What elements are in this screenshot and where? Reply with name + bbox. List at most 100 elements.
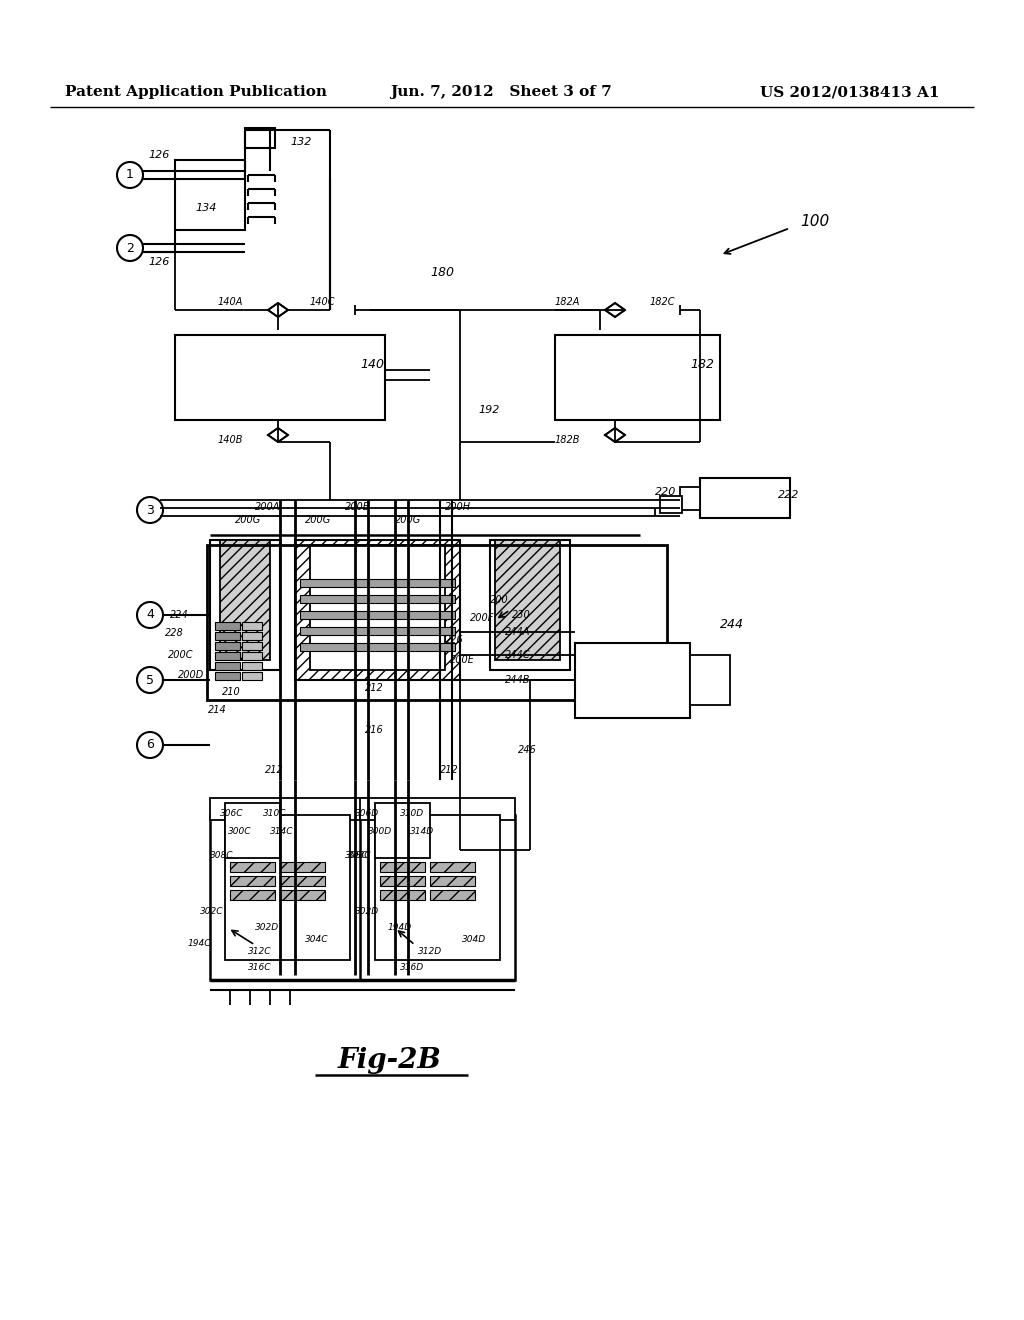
Bar	[575, 643, 690, 718]
Bar	[360, 799, 515, 820]
Text: 300C: 300C	[228, 828, 252, 837]
Bar	[175, 160, 245, 230]
Text: 300D: 300D	[368, 828, 392, 837]
Bar	[310, 545, 445, 671]
Text: 200H: 200H	[445, 502, 471, 512]
Text: 246: 246	[518, 744, 537, 755]
Bar	[215, 622, 240, 630]
Bar	[215, 632, 240, 640]
Text: 244: 244	[720, 619, 744, 631]
Bar	[225, 814, 350, 960]
Text: 222: 222	[778, 490, 800, 500]
Bar	[242, 632, 262, 640]
Bar	[215, 663, 240, 671]
Text: 200: 200	[490, 595, 509, 605]
Text: 212: 212	[365, 682, 384, 693]
Bar	[300, 595, 455, 603]
Text: 302D: 302D	[355, 908, 379, 916]
Text: 308C: 308C	[210, 850, 233, 859]
Bar	[555, 335, 720, 420]
Text: 216: 216	[365, 725, 384, 735]
Bar	[300, 627, 455, 635]
Text: 304D: 304D	[462, 936, 486, 945]
Bar	[207, 545, 667, 700]
Bar	[245, 128, 275, 148]
Text: 200F: 200F	[470, 612, 495, 623]
Bar	[375, 803, 430, 858]
Text: 132: 132	[290, 137, 311, 147]
Text: 212: 212	[265, 766, 284, 775]
Text: 200C: 200C	[168, 649, 194, 660]
Text: 212: 212	[440, 766, 459, 775]
Text: 2: 2	[126, 242, 134, 255]
Bar	[242, 663, 262, 671]
Text: 304C: 304C	[305, 936, 329, 945]
Text: Patent Application Publication: Patent Application Publication	[65, 84, 327, 99]
Text: 182B: 182B	[555, 436, 581, 445]
Bar	[430, 862, 475, 873]
Text: 192: 192	[478, 405, 500, 414]
Polygon shape	[605, 428, 625, 442]
Bar	[210, 540, 280, 671]
Bar	[380, 890, 425, 900]
Bar	[230, 890, 275, 900]
Text: 230: 230	[512, 610, 530, 620]
Bar	[242, 672, 262, 680]
Text: 244B: 244B	[505, 675, 530, 685]
Bar	[295, 540, 460, 680]
Text: 126: 126	[148, 257, 169, 267]
Text: 194D: 194D	[388, 924, 412, 932]
Text: 200B: 200B	[345, 502, 371, 512]
Text: 1: 1	[126, 169, 134, 181]
Text: 306C: 306C	[220, 809, 244, 818]
Text: 226: 226	[445, 635, 464, 645]
Text: 200D: 200D	[178, 671, 204, 680]
Bar	[230, 862, 275, 873]
Text: 316C: 316C	[248, 964, 271, 973]
Text: 134: 134	[195, 203, 216, 213]
Bar	[300, 643, 455, 651]
Text: 200A: 200A	[255, 502, 281, 512]
Text: 182: 182	[690, 359, 714, 371]
Bar	[242, 622, 262, 630]
Text: 220: 220	[655, 487, 677, 498]
Bar	[215, 652, 240, 660]
Text: 194C: 194C	[188, 939, 212, 948]
Bar	[280, 876, 325, 886]
Bar	[215, 642, 240, 649]
Text: 314D: 314D	[410, 828, 434, 837]
Text: 310C: 310C	[263, 809, 287, 818]
Text: 200G: 200G	[234, 515, 261, 525]
Text: 314C: 314C	[270, 828, 294, 837]
Text: 308C: 308C	[345, 850, 369, 859]
Bar	[660, 496, 682, 513]
Text: 100: 100	[800, 214, 829, 230]
Text: Jun. 7, 2012   Sheet 3 of 7: Jun. 7, 2012 Sheet 3 of 7	[390, 84, 611, 99]
Bar	[700, 478, 790, 517]
Text: 6: 6	[146, 738, 154, 751]
Bar	[680, 487, 700, 510]
Polygon shape	[268, 428, 288, 442]
Text: 312C: 312C	[248, 948, 271, 957]
Text: 244C: 244C	[505, 649, 530, 660]
Text: 140: 140	[360, 359, 384, 371]
Bar	[280, 890, 325, 900]
Bar	[360, 814, 515, 979]
Text: 140A: 140A	[218, 297, 244, 308]
Text: 228: 228	[165, 628, 183, 638]
Text: 214: 214	[208, 705, 226, 715]
Text: 5: 5	[146, 673, 154, 686]
Text: 182A: 182A	[555, 297, 581, 308]
Bar	[490, 540, 570, 671]
Bar	[430, 876, 475, 886]
Text: US 2012/0138413 A1: US 2012/0138413 A1	[760, 84, 939, 99]
Bar	[220, 540, 270, 660]
Text: 140B: 140B	[218, 436, 244, 445]
Text: 244A: 244A	[505, 627, 530, 638]
Bar	[225, 803, 280, 858]
Text: 310D: 310D	[400, 809, 424, 818]
Text: 200G: 200G	[395, 515, 421, 525]
Bar	[375, 814, 500, 960]
Text: 306D: 306D	[355, 809, 379, 818]
Text: 200G: 200G	[305, 515, 331, 525]
